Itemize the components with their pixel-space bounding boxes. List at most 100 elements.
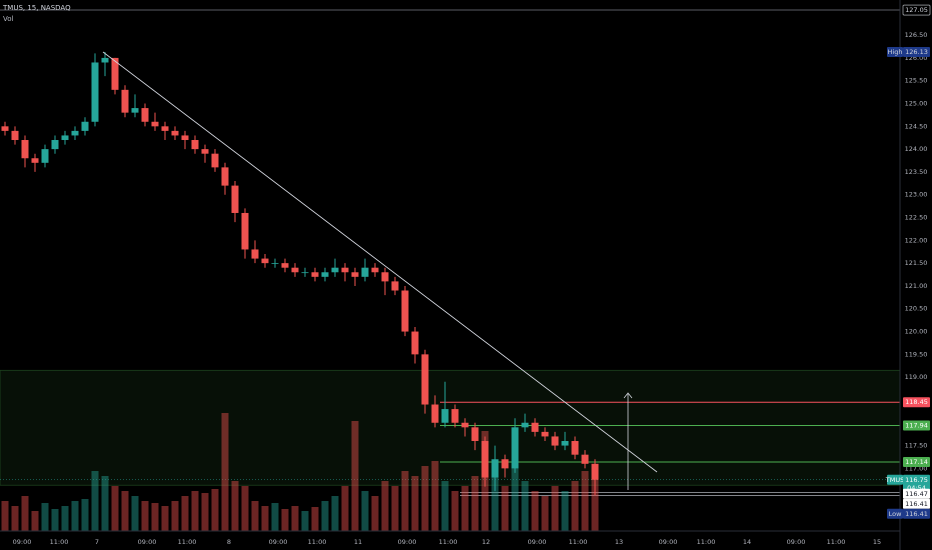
x-tick-label: 11:00 bbox=[827, 538, 846, 546]
x-tick-label: 11:00 bbox=[178, 538, 197, 546]
y-tick-label: 122.00 bbox=[905, 236, 928, 244]
volume-bar bbox=[561, 491, 569, 531]
volume-bar bbox=[301, 511, 309, 531]
candle-body bbox=[281, 263, 289, 268]
y-tick-label: 117.00 bbox=[905, 464, 928, 472]
price-tag-box bbox=[887, 46, 903, 57]
price-label: 127.05 bbox=[905, 6, 928, 14]
volume-bar bbox=[191, 491, 199, 531]
zone-layer bbox=[0, 9, 901, 496]
y-tick-label: 121.50 bbox=[905, 259, 928, 267]
candle-body bbox=[351, 272, 359, 277]
candle-body bbox=[531, 422, 539, 432]
candle-body bbox=[291, 267, 299, 273]
volume-bar bbox=[241, 486, 249, 531]
price-label-box bbox=[903, 498, 930, 509]
volume-bar bbox=[581, 471, 589, 531]
candle-body bbox=[191, 140, 199, 150]
price-label-box bbox=[903, 508, 930, 519]
price-label: 117.94 bbox=[905, 421, 928, 429]
volume-bar bbox=[321, 501, 329, 531]
volume-bar bbox=[471, 476, 479, 531]
volume-bar bbox=[551, 486, 559, 531]
volume-bar bbox=[91, 471, 99, 531]
candle-body bbox=[151, 121, 159, 127]
candle-body bbox=[591, 463, 599, 480]
x-tick-label: 09:00 bbox=[528, 538, 547, 546]
candle-body bbox=[31, 158, 39, 163]
volume-bar bbox=[221, 413, 229, 531]
candle-body bbox=[181, 135, 189, 141]
x-tick-label: 11 bbox=[354, 538, 362, 546]
candle-body bbox=[481, 441, 489, 478]
volume-bar bbox=[51, 509, 59, 531]
price-label: 126.13 bbox=[905, 48, 928, 56]
candle-body bbox=[401, 290, 409, 332]
volume-bar bbox=[181, 496, 189, 531]
countdown: 04:54 bbox=[907, 484, 926, 492]
candle-layer bbox=[1, 51, 599, 496]
y-tick-label: 124.00 bbox=[905, 145, 928, 153]
candle-body bbox=[141, 108, 149, 122]
volume-bar bbox=[431, 461, 439, 531]
y-tick-label: 123.00 bbox=[905, 191, 928, 199]
price-label-box bbox=[903, 420, 930, 431]
candle-body bbox=[441, 409, 449, 423]
candle-body bbox=[461, 422, 469, 428]
candle-body bbox=[171, 130, 179, 136]
volume-bar bbox=[591, 476, 599, 531]
candle-body bbox=[251, 249, 259, 259]
volume-bar bbox=[531, 491, 539, 531]
y-tick-label: 126.50 bbox=[905, 31, 928, 39]
candle-body bbox=[221, 167, 229, 186]
x-tick-label: 11:00 bbox=[569, 538, 588, 546]
volume-bar bbox=[381, 481, 389, 531]
volume-bar bbox=[571, 481, 579, 531]
volume-bar bbox=[331, 496, 339, 531]
y-tick-label: 120.00 bbox=[905, 328, 928, 336]
candle-body bbox=[511, 427, 519, 469]
candle-body bbox=[541, 431, 549, 437]
zone bbox=[0, 369, 901, 486]
candle-body bbox=[321, 272, 329, 277]
candle-body bbox=[41, 149, 49, 163]
volume-bar bbox=[21, 496, 29, 531]
y-tick-label: 120.50 bbox=[905, 305, 928, 313]
volume-bar bbox=[291, 506, 299, 531]
price-tag: Low bbox=[889, 510, 902, 518]
candle-body bbox=[101, 57, 109, 63]
volume-bar bbox=[441, 481, 449, 531]
volume-bar bbox=[281, 509, 289, 531]
volume-bar bbox=[391, 486, 399, 531]
candle-body bbox=[381, 272, 389, 282]
volume-bar bbox=[451, 491, 459, 531]
x-tick-label: 11:00 bbox=[439, 538, 458, 546]
x-tick-label: 09:00 bbox=[659, 538, 678, 546]
volume-bar bbox=[11, 506, 19, 531]
volume-bar bbox=[201, 493, 209, 531]
candle-body bbox=[21, 140, 29, 159]
candle-body bbox=[371, 267, 379, 273]
price-label: 116.41 bbox=[905, 500, 928, 508]
x-tick-label: 09:00 bbox=[138, 538, 157, 546]
volume-bar bbox=[101, 476, 109, 531]
candle-body bbox=[491, 459, 499, 478]
candle-body bbox=[331, 267, 339, 273]
price-label: 116.47 bbox=[905, 490, 928, 498]
candle-body bbox=[561, 441, 569, 446]
volume-bar bbox=[171, 501, 179, 531]
volume-bar bbox=[211, 489, 219, 531]
x-tick-label: 09:00 bbox=[787, 538, 806, 546]
volume-bar bbox=[111, 486, 119, 531]
indicator-label: Vol bbox=[3, 15, 14, 23]
candle-body bbox=[271, 263, 279, 264]
price-tag-box bbox=[887, 474, 903, 485]
volume-bar bbox=[421, 466, 429, 531]
y-tick-label: 122.50 bbox=[905, 214, 928, 222]
volume-bar bbox=[411, 476, 419, 531]
volume-bar bbox=[371, 496, 379, 531]
x-tick-label: 7 bbox=[95, 538, 99, 546]
candle-body bbox=[1, 126, 9, 131]
y-tick-label: 119.50 bbox=[905, 350, 928, 358]
